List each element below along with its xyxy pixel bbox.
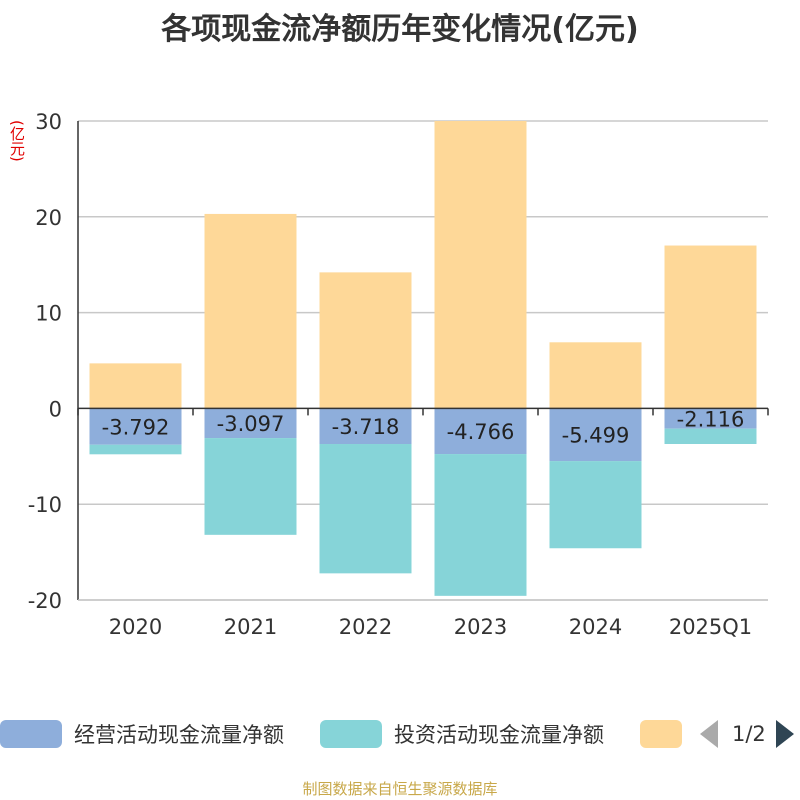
data-label: -3.792 <box>102 416 170 440</box>
legend-prev-arrow-icon[interactable] <box>700 720 718 748</box>
data-label: -2.116 <box>677 408 745 432</box>
chart-title: 各项现金流净额历年变化情况(亿元) <box>161 12 639 47</box>
y-tick-label: 0 <box>49 397 62 421</box>
x-tick-label: 2025Q1 <box>669 615 752 639</box>
legend-label-investing: 投资活动现金流量净额 <box>394 723 604 747</box>
axes: 30 20 10 0 -10 -20 2020 2021 2022 2023 2024 2025Q1 <box>28 110 769 639</box>
legend-page-indicator: 1/2 <box>732 722 766 746</box>
data-labels: -3.792 -3.097 -3.718 -4.766 -5.499 -2.116 <box>102 408 745 448</box>
bar-series-3-2023 <box>434 121 527 409</box>
bar-series-1-2024 <box>549 408 642 462</box>
y-tick-label: 10 <box>35 302 62 326</box>
source-note: 制图数据来自恒生聚源数据库 <box>302 780 498 798</box>
bar-series-2-2022 <box>319 444 412 574</box>
bar-series-1-2022 <box>319 408 412 445</box>
bar-series-2-2024 <box>549 461 642 549</box>
bar-series-1-2021 <box>204 408 297 439</box>
bar-series-1-2023 <box>434 408 527 455</box>
legend-next-arrow-icon[interactable] <box>775 720 794 748</box>
y-axis-unit: (亿元) <box>8 120 26 162</box>
legend-label-operating: 经营活动现金流量净额 <box>74 723 284 747</box>
bar-series-1-2025Q1 <box>664 408 757 429</box>
legend-swatch-financing <box>640 720 682 748</box>
legend-item-investing[interactable]: 投资活动现金流量净额 <box>320 712 604 756</box>
bar-series-3-2022 <box>319 272 412 409</box>
data-label: -4.766 <box>447 420 515 444</box>
x-tick-label: 2020 <box>109 615 162 639</box>
bar-series-1-2020 <box>89 408 182 445</box>
y-tick-label: 30 <box>35 110 62 134</box>
bar-series-3-2020 <box>89 363 182 409</box>
bar-series-3-2024 <box>549 342 642 409</box>
legend: 经营活动现金流量净额 投资活动现金流量净额 1/2 <box>0 712 800 756</box>
legend-pager: 1/2 <box>700 712 794 756</box>
y-tick-label: 20 <box>35 206 62 230</box>
bar-series-2-2023 <box>434 454 527 596</box>
bar-series-3-2021 <box>204 213 297 409</box>
legend-swatch-operating <box>0 720 62 748</box>
legend-item-financing[interactable] <box>640 712 682 756</box>
y-tick-label: -20 <box>28 589 62 613</box>
x-tick-label: 2023 <box>454 615 507 639</box>
bar-series-2-2020 <box>89 444 182 455</box>
x-tick-label: 2024 <box>569 615 622 639</box>
x-tick-label: 2021 <box>224 615 277 639</box>
bar-series-2-2021 <box>204 438 297 535</box>
bar-series-3-2025Q1 <box>664 245 757 409</box>
data-label: -3.718 <box>332 415 400 439</box>
x-tick-label: 2022 <box>339 615 392 639</box>
data-label: -3.097 <box>217 412 285 436</box>
data-label: -5.499 <box>562 424 630 448</box>
bars <box>89 121 757 596</box>
y-tick-label: -10 <box>28 493 62 517</box>
legend-swatch-investing <box>320 720 382 748</box>
legend-item-operating[interactable]: 经营活动现金流量净额 <box>0 712 284 756</box>
bar-series-2-2025Q1 <box>664 428 757 444</box>
